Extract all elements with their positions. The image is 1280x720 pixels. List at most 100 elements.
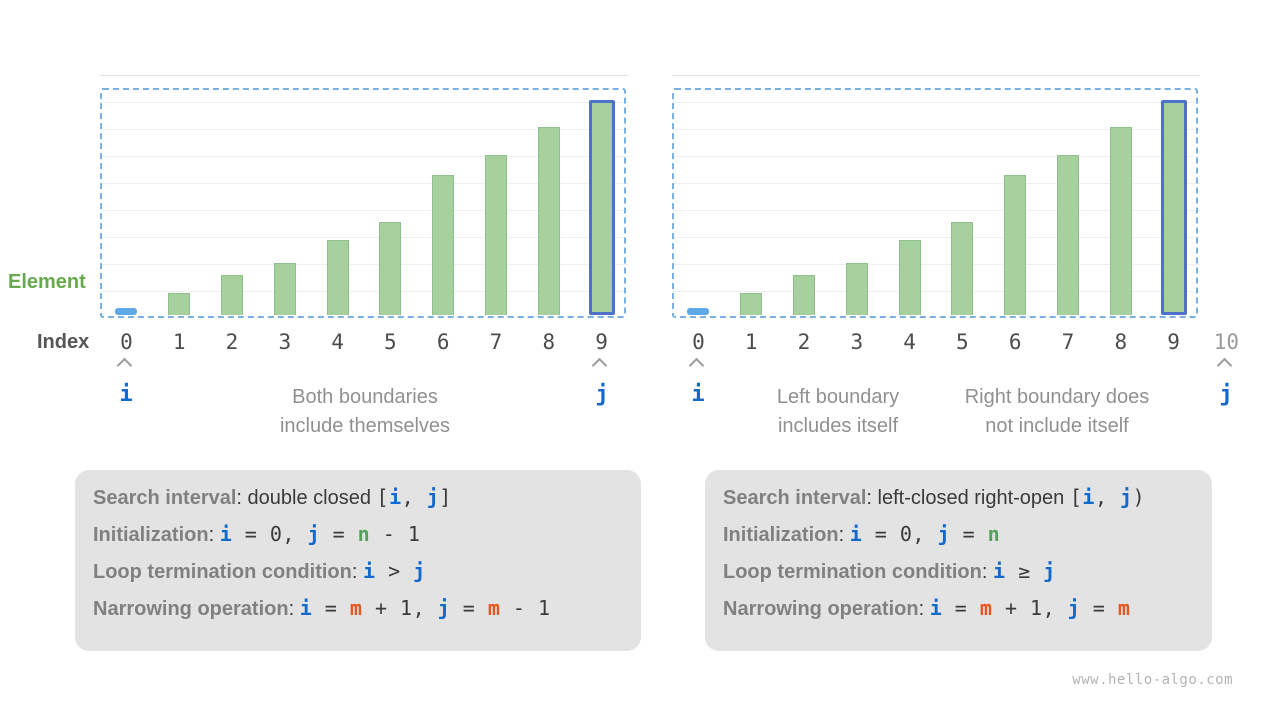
text-segment: : double closed xyxy=(236,487,377,509)
bar xyxy=(326,240,349,315)
caption-line: Right boundary does xyxy=(964,386,1150,408)
var-n-token: n xyxy=(987,522,1001,546)
pointer-caret-icon xyxy=(116,357,133,374)
bar xyxy=(951,222,974,315)
bar xyxy=(432,175,455,315)
index-label: 3 xyxy=(850,330,864,354)
summary-line: Initialization: i = 0, j = n - 1 xyxy=(93,516,623,553)
pointer-caret-icon xyxy=(1216,357,1233,374)
text-segment: = xyxy=(320,522,358,546)
var-i-token: i xyxy=(299,596,313,620)
gridline xyxy=(100,264,628,265)
text-segment: Narrowing operation xyxy=(723,598,919,620)
bar-slot xyxy=(575,75,628,315)
bar-highlighted xyxy=(1160,100,1187,315)
bar-slot xyxy=(830,75,883,315)
bar xyxy=(1056,155,1079,315)
gridline xyxy=(100,102,628,103)
text-segment: Initialization xyxy=(723,524,839,546)
bar xyxy=(898,240,921,315)
index-label: 9 xyxy=(1167,330,1180,354)
text-segment: Search interval xyxy=(93,487,237,509)
index-label: 2 xyxy=(797,330,811,354)
index-label: 10 xyxy=(1213,330,1240,354)
summary-line: Search interval: left-closed right-open … xyxy=(723,479,1194,516)
gridline xyxy=(100,237,628,238)
var-m-token: m xyxy=(1117,596,1131,620)
index-axis-label: Index xyxy=(37,331,90,353)
bar-small-blue xyxy=(687,308,710,315)
index-label: 0 xyxy=(120,330,133,354)
search-interval-boundary xyxy=(100,88,626,318)
var-j-token: j xyxy=(413,559,426,583)
bar-slot xyxy=(470,75,523,315)
index-row: 0 1 2 3 4 5 6 7 8 9 10 xyxy=(672,330,1253,354)
summary-line: Narrowing operation: i = m + 1, j = m xyxy=(723,590,1194,627)
double-closed-summary-box: Search interval: double closed [i, j] Ini… xyxy=(75,470,641,651)
gridline xyxy=(100,210,628,211)
gridline xyxy=(672,210,1200,211)
text-segment: + 1, xyxy=(992,596,1068,620)
bar-slot xyxy=(1042,75,1095,315)
var-i-token: i xyxy=(1082,485,1095,509)
var-j-token: j xyxy=(1067,596,1081,620)
text-segment: [ xyxy=(376,485,390,509)
text-segment: : xyxy=(351,561,363,583)
var-i-token: i xyxy=(849,522,863,546)
var-i-token: i xyxy=(929,596,943,620)
bar-slot xyxy=(364,75,417,315)
bar-highlighted xyxy=(588,100,615,315)
var-j-token: j xyxy=(1120,485,1133,509)
text-segment: Initialization xyxy=(93,524,209,546)
text-segment: = xyxy=(950,522,988,546)
summary-line: Loop termination condition: i ≥ j xyxy=(723,553,1194,590)
var-i-token: i xyxy=(362,559,376,583)
caption-left-boundary: Left boundary includes itself xyxy=(728,383,948,441)
var-m-token: m xyxy=(979,596,993,620)
index-label: 7 xyxy=(489,330,503,354)
pointer-j-label: j xyxy=(595,382,609,407)
bar-slot xyxy=(206,75,259,315)
text-segment: , xyxy=(401,485,427,509)
index-label: 3 xyxy=(278,330,292,354)
watermark: www.hello-algo.com xyxy=(1072,672,1233,688)
text-segment: : xyxy=(981,561,993,583)
left-closed-right-open-summary-box: Search interval: left-closed right-open … xyxy=(705,470,1212,651)
pointer-caret-icon xyxy=(591,357,608,374)
var-i-token: i xyxy=(219,522,233,546)
search-interval-boundary xyxy=(672,88,1198,318)
index-label: 6 xyxy=(1008,330,1022,354)
var-j-token: j xyxy=(437,596,451,620)
text-segment: = xyxy=(1080,596,1118,620)
bar xyxy=(1109,127,1132,315)
text-segment: Narrowing operation xyxy=(93,598,289,620)
summary-line: Initialization: i = 0, j = n xyxy=(723,516,1194,553)
var-j-token: j xyxy=(1043,559,1056,583)
text-segment: : xyxy=(838,524,850,546)
caption-both-boundaries: Both boundaries include themselves xyxy=(205,383,525,441)
summary-line: Search interval: double closed [i, j] xyxy=(93,479,623,516)
index-label: 9 xyxy=(595,330,608,354)
text-segment: + 1, xyxy=(362,596,438,620)
var-n-token: n xyxy=(357,522,371,546)
bar xyxy=(792,275,815,315)
bar-slot xyxy=(936,75,989,315)
var-i-token: i xyxy=(992,559,1006,583)
gridline xyxy=(672,291,1200,292)
index-label: 8 xyxy=(1114,330,1128,354)
index-label: 0 xyxy=(692,330,705,354)
summary-line: Loop termination condition: i > j xyxy=(93,553,623,590)
bar-slot xyxy=(778,75,831,315)
bar-slot xyxy=(989,75,1042,315)
text-segment: ] xyxy=(439,485,452,509)
pointer-j-label: j xyxy=(1219,382,1233,407)
bar xyxy=(273,263,296,315)
gridline xyxy=(672,102,1200,103)
bar-slot xyxy=(258,75,311,315)
var-m-token: m xyxy=(349,596,363,620)
text-segment: = xyxy=(312,596,350,620)
caption-line: not include itself xyxy=(985,415,1129,437)
gridline xyxy=(100,75,628,76)
gridline xyxy=(100,129,628,130)
